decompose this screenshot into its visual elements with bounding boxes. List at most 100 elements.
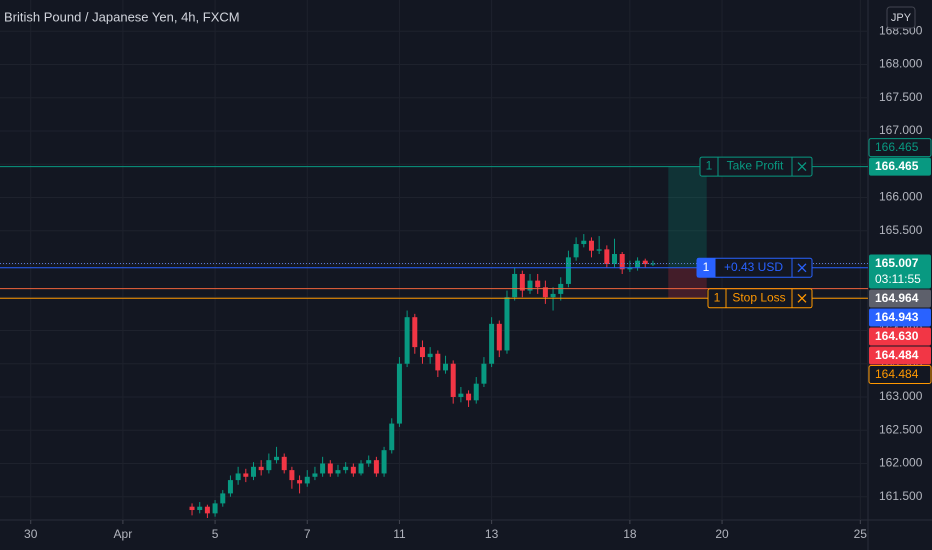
y-tick-label: 162.500: [879, 422, 923, 436]
candle-body: [481, 363, 487, 384]
price-tag-label: 164.484: [875, 348, 919, 362]
candle-body: [612, 254, 618, 264]
price-tag: [869, 346, 931, 365]
candle-body: [358, 463, 364, 474]
candle-body: [435, 353, 441, 371]
candle-body: [381, 450, 387, 474]
candle-body: [320, 463, 326, 474]
candle-body: [427, 353, 433, 358]
candle-body: [366, 460, 372, 464]
candle-body: [312, 473, 318, 477]
candle-body: [519, 273, 525, 291]
candle-body: [343, 466, 349, 471]
x-tick-label: 13: [485, 527, 499, 541]
candle-body: [458, 393, 464, 397]
price-tag: [869, 254, 931, 289]
order-label[interactable]: [707, 288, 813, 309]
x-tick-label: 5: [212, 527, 219, 541]
candle-body: [604, 249, 610, 264]
profit-zone: [668, 166, 707, 268]
close-icon[interactable]: [797, 162, 807, 172]
candle-body: [289, 470, 295, 481]
candle-body: [619, 254, 625, 270]
candle-body: [235, 473, 241, 481]
y-tick-label: 165.500: [879, 223, 923, 237]
candle-body: [389, 423, 395, 451]
chart-title: British Pound / Japanese Yen, 4h, FXCM: [4, 9, 240, 24]
candle-body: [412, 317, 418, 348]
candle-body: [258, 466, 264, 471]
y-tick-label: 162.000: [879, 456, 923, 470]
x-tick-label: Apr: [114, 527, 133, 541]
order-text: Take Profit: [727, 159, 784, 173]
candle-body: [581, 240, 587, 245]
price-tag-label: 164.964: [875, 291, 919, 305]
y-tick-label: 163.000: [879, 389, 923, 403]
y-tick-label: 161.500: [879, 489, 923, 503]
price-tag: [868, 365, 932, 385]
candle-body: [327, 463, 333, 474]
candle-body: [250, 466, 256, 477]
candle-body: [274, 456, 280, 461]
candle-body: [650, 263, 656, 265]
candle-body: [542, 287, 548, 298]
candle-body: [550, 293, 556, 298]
candle-body: [596, 249, 602, 251]
order-text: +0.43 USD: [724, 260, 783, 274]
candle-body: [642, 260, 648, 264]
overlay: 1 Take Profit 1 +0.43 USD 1 Stop Loss 166.465 1…: [0, 138, 932, 385]
price-tag: [869, 327, 931, 346]
candle-body: [266, 460, 272, 471]
price-tag-label: 164.943: [875, 310, 919, 324]
candle-body: [197, 506, 203, 511]
close-icon[interactable]: [797, 293, 807, 303]
candle-body: [450, 363, 456, 397]
candle-body: [220, 493, 226, 504]
x-tick-label: 11: [393, 527, 406, 541]
order-qty: 1: [703, 260, 710, 274]
price-tag-label: 165.007: [875, 256, 919, 270]
order-qty-bg: [697, 258, 715, 278]
order-label[interactable]: [699, 156, 813, 177]
candle-body: [304, 476, 310, 484]
y-tick-label: 166.000: [879, 190, 923, 204]
candle-body: [243, 473, 249, 477]
x-tick-label: 25: [854, 527, 868, 541]
candle-body: [212, 503, 218, 514]
order-qty: 1: [706, 159, 713, 173]
candle-body: [496, 323, 502, 351]
price-tag: [869, 157, 931, 176]
price-tag-label: 164.484: [875, 367, 919, 381]
x-tick-label: 7: [304, 527, 311, 541]
currency-label: JPY: [891, 12, 912, 24]
candle-body: [512, 273, 518, 298]
close-icon[interactable]: [797, 263, 807, 273]
candle-body: [419, 347, 425, 358]
candle-body: [466, 393, 472, 401]
marks: [189, 166, 707, 519]
candle-body: [373, 460, 379, 474]
y-tick-label: 167.000: [879, 123, 923, 137]
candle-body: [635, 260, 641, 268]
candle-body: [189, 506, 195, 511]
y-tick-label: 168.000: [879, 57, 923, 71]
candle-body: [335, 470, 341, 474]
candle-body: [204, 506, 210, 514]
price-tag-label: 166.465: [875, 140, 919, 154]
candle-body: [396, 363, 402, 424]
currency-button[interactable]: [886, 6, 916, 29]
price-tag: [868, 138, 932, 158]
candle-body: [350, 466, 356, 474]
candle-body: [473, 383, 479, 401]
candle-body: [489, 323, 495, 364]
price-tag-label: 166.465: [875, 159, 919, 173]
candle-body: [404, 317, 410, 364]
candle-body: [443, 363, 449, 371]
y-tick-label: 167.500: [879, 90, 923, 104]
x-tick-label: 30: [24, 527, 38, 541]
candle-body: [535, 280, 541, 288]
candle-body: [565, 257, 571, 284]
candle-body: [297, 480, 303, 484]
price-tag-label: 164.630: [875, 329, 919, 343]
